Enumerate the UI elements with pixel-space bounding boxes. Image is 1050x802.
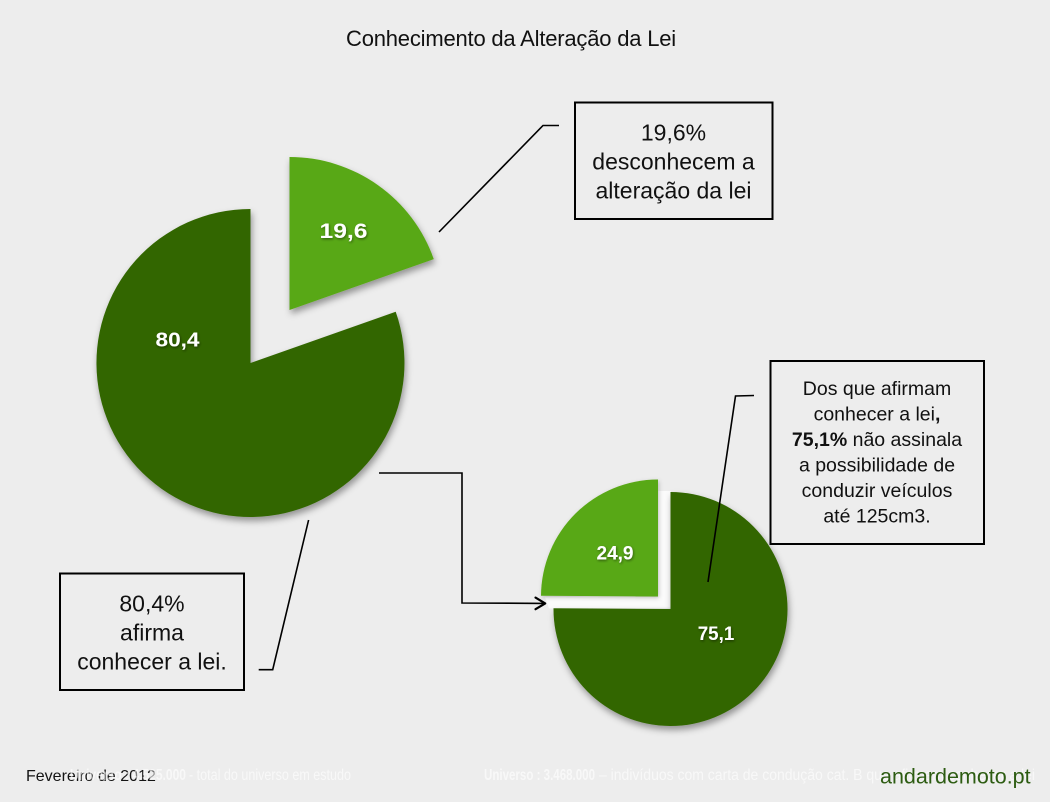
svg-text:conduzir veículos: conduzir veículos bbox=[802, 480, 953, 502]
svg-text:andardemoto.pt: andardemoto.pt bbox=[880, 765, 1031, 789]
svg-text:Conhecimento da Alteração da L: Conhecimento da Alteração da Lei bbox=[346, 26, 676, 51]
svg-text:alteração da lei: alteração da lei bbox=[596, 178, 752, 204]
svg-text:até 125cm3.: até 125cm3. bbox=[823, 506, 930, 528]
svg-text:19,6%: 19,6% bbox=[641, 120, 706, 146]
svg-text:75,1: 75,1 bbox=[698, 623, 735, 645]
svg-text:conhecer a lei.: conhecer a lei. bbox=[77, 649, 227, 675]
svg-text:afirma: afirma bbox=[120, 620, 184, 646]
svg-text:75,1% não assinala: 75,1% não assinala bbox=[792, 429, 962, 451]
svg-text:- total do universo em estudo: - total do universo em estudo bbox=[189, 767, 351, 784]
svg-text:desconhecem a: desconhecem a bbox=[592, 149, 755, 175]
svg-text:Universo : 3.468.000: Universo : 3.468.000 bbox=[484, 767, 595, 784]
svg-text:– indivíduos com carta de cond: – indivíduos com carta de condução cat. … bbox=[599, 767, 1035, 784]
svg-text:80,4%: 80,4% bbox=[119, 591, 184, 617]
svg-text:80,4: 80,4 bbox=[156, 329, 201, 352]
svg-text:Dos que afirmam: Dos que afirmam bbox=[803, 378, 951, 400]
svg-text:Universo : 4.525.000: Universo : 4.525.000 bbox=[70, 767, 186, 784]
svg-text:24,9: 24,9 bbox=[597, 543, 634, 565]
svg-text:19,6: 19,6 bbox=[320, 219, 368, 243]
svg-text:Fevereiro de 2012: Fevereiro de 2012 bbox=[26, 768, 156, 785]
svg-text:a possibilidade de: a possibilidade de bbox=[799, 455, 955, 477]
svg-text:conhecer a lei,: conhecer a lei, bbox=[814, 404, 941, 426]
